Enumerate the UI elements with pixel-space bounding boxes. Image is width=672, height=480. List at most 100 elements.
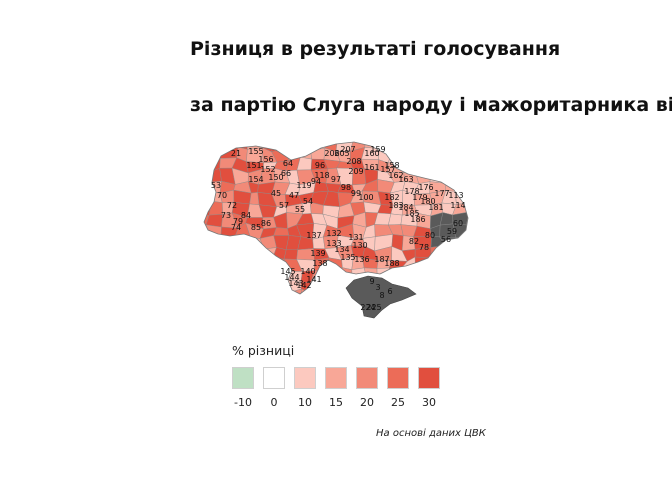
district-label: 6 bbox=[387, 287, 392, 296]
crimea-region bbox=[345, 275, 417, 319]
district-label: 182 bbox=[384, 193, 399, 202]
district-area bbox=[205, 281, 225, 294]
district-area bbox=[300, 142, 314, 151]
district-label: 66 bbox=[281, 169, 291, 178]
district-label: 132 bbox=[326, 229, 341, 238]
district-label: 150 bbox=[268, 173, 283, 182]
district-area bbox=[261, 280, 276, 291]
district-label: 85 bbox=[251, 223, 261, 232]
district-area bbox=[205, 245, 226, 263]
district-label: 181 bbox=[428, 203, 443, 212]
district-area bbox=[205, 268, 225, 284]
district-area bbox=[247, 289, 263, 294]
map-title-line-2: за партію Слуга народу і мажоритарника в… bbox=[190, 94, 672, 116]
district-area bbox=[405, 301, 416, 314]
district-label: 163 bbox=[398, 175, 413, 184]
legend-label: 15 bbox=[329, 396, 343, 409]
district-label: 60 bbox=[453, 219, 463, 228]
district-area bbox=[205, 236, 226, 251]
district-area bbox=[224, 267, 238, 284]
legend-swatch bbox=[387, 367, 409, 389]
district-area bbox=[427, 291, 445, 294]
district-area bbox=[310, 304, 324, 314]
district-label: 134 bbox=[334, 245, 349, 254]
district-area bbox=[261, 268, 275, 282]
legend-swatch bbox=[325, 367, 347, 389]
district-area bbox=[234, 304, 248, 314]
district-area bbox=[416, 146, 428, 163]
district-area bbox=[456, 289, 468, 294]
district-label: 74 bbox=[231, 223, 241, 232]
district-label: 185 bbox=[404, 209, 419, 218]
district-area bbox=[323, 281, 339, 294]
district-area bbox=[441, 169, 454, 184]
legend-swatch bbox=[356, 367, 378, 389]
district-area bbox=[452, 257, 468, 271]
district-label: 114 bbox=[450, 201, 465, 210]
district-area bbox=[219, 142, 239, 149]
district-area bbox=[455, 142, 468, 150]
legend-label: 20 bbox=[360, 396, 374, 409]
district-area bbox=[301, 304, 313, 314]
legend-label: 30 bbox=[422, 396, 436, 409]
district-area bbox=[452, 267, 468, 284]
district-label: 141 bbox=[306, 275, 321, 284]
district-area bbox=[204, 200, 212, 217]
district-area bbox=[415, 159, 432, 174]
district-area bbox=[426, 148, 447, 162]
district-area bbox=[209, 300, 224, 314]
district-area bbox=[426, 142, 445, 151]
district-area bbox=[249, 192, 260, 205]
district-area bbox=[441, 267, 459, 280]
legend: % різниці -10 0 10 15 20 25 30 bbox=[232, 343, 472, 415]
district-label: 118 bbox=[314, 171, 329, 180]
district-label: 82 bbox=[409, 237, 419, 246]
district-area bbox=[235, 291, 249, 294]
district-label: 154 bbox=[248, 175, 263, 184]
district-area bbox=[444, 147, 460, 159]
district-area bbox=[466, 278, 468, 294]
district-area bbox=[443, 142, 460, 151]
district-area bbox=[208, 148, 221, 160]
district-area bbox=[274, 302, 289, 314]
map-title-line-1: Різниця в результаті голосування bbox=[190, 38, 561, 60]
district-area bbox=[204, 235, 212, 250]
legend-label: 0 bbox=[270, 396, 278, 409]
district-label: 64 bbox=[283, 159, 293, 168]
district-area bbox=[427, 158, 447, 173]
district-area bbox=[452, 147, 468, 162]
district-label: 21 bbox=[231, 149, 241, 158]
district-area bbox=[204, 190, 212, 206]
district-area bbox=[403, 159, 418, 174]
district-area bbox=[261, 256, 275, 273]
district-area bbox=[388, 267, 408, 283]
district-area bbox=[465, 268, 468, 284]
district-label: 205 bbox=[334, 149, 349, 158]
district-area bbox=[204, 159, 209, 174]
district-label: 133 bbox=[326, 239, 341, 248]
map-crimea-no-data bbox=[345, 275, 417, 319]
district-area bbox=[271, 278, 285, 294]
district-area bbox=[444, 244, 456, 259]
district-area bbox=[234, 278, 250, 294]
district-label: 56 bbox=[441, 235, 451, 244]
district-area bbox=[466, 142, 468, 150]
district-label: 94 bbox=[311, 177, 321, 186]
district-area bbox=[469, 149, 482, 162]
district-area bbox=[465, 223, 468, 239]
district-label: 142 bbox=[296, 281, 311, 290]
district-area bbox=[284, 288, 303, 294]
district-label: 140 bbox=[300, 267, 315, 276]
district-area bbox=[441, 278, 459, 294]
district-area bbox=[441, 304, 458, 314]
district-label: 131 bbox=[348, 233, 363, 242]
district-label: 130 bbox=[352, 241, 367, 250]
district-label: 207 bbox=[340, 145, 355, 154]
district-area bbox=[205, 224, 222, 240]
country-outline bbox=[203, 141, 469, 295]
district-area bbox=[444, 257, 456, 269]
district-area bbox=[220, 255, 238, 274]
district-area bbox=[234, 267, 250, 282]
district-label: 179 bbox=[412, 193, 427, 202]
district-area bbox=[196, 300, 211, 314]
